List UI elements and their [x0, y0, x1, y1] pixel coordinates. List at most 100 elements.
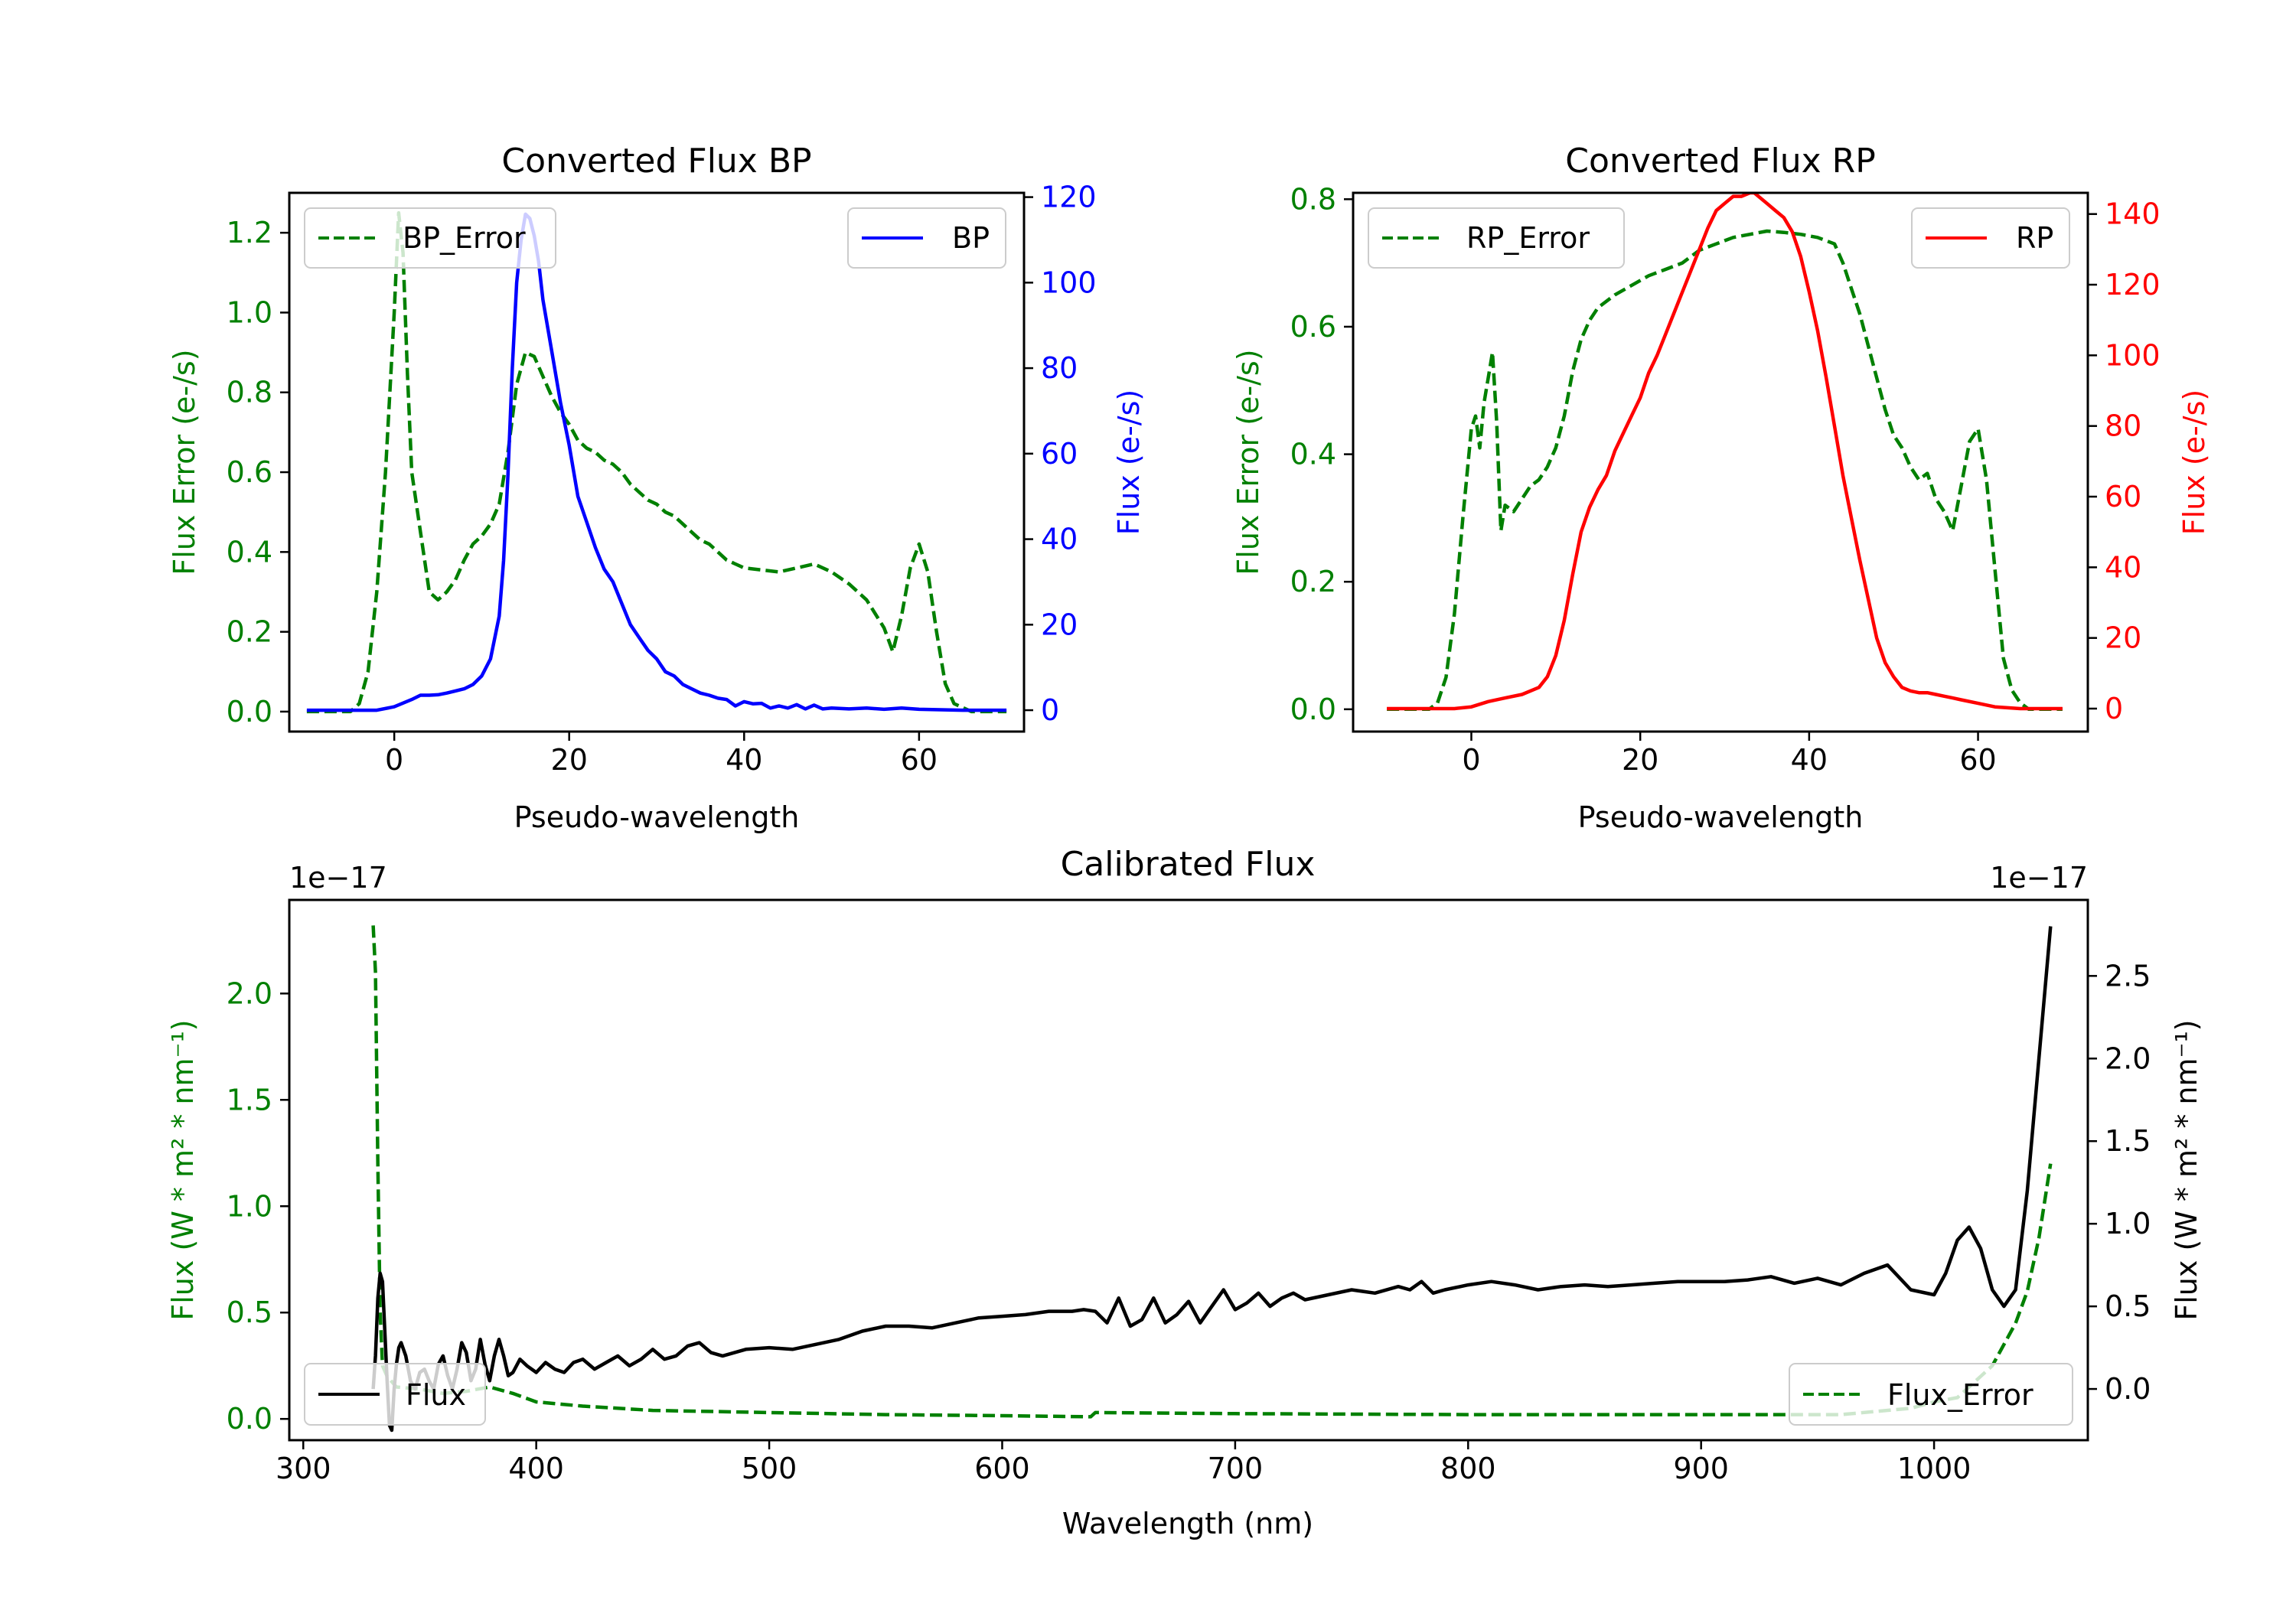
bp-y-right-tick-label: 60	[1041, 437, 1078, 471]
bp-legend-error-label: BP_Error	[403, 221, 526, 255]
cal-y-right-tick-label: 1.5	[2105, 1124, 2151, 1158]
bp-x-tick-label: 20	[551, 743, 588, 777]
bp-legend-left-box	[304, 207, 556, 269]
bp-legend-left: BP_Error	[304, 207, 556, 269]
cal-x-tick-label: 600	[974, 1452, 1030, 1485]
bp-y-left-tick-label: 0.6	[227, 455, 272, 489]
rp-y-right-tick-label: 80	[2105, 409, 2141, 443]
cal-title: Calibrated Flux	[1061, 845, 1316, 884]
bp-series-bp	[306, 212, 1007, 712]
rp-y-left-tick-label: 0.4	[1290, 438, 1336, 471]
rp-y-left-tick-label: 0.8	[1290, 182, 1336, 216]
cal-y-right-tick-label: 0.0	[2105, 1372, 2151, 1406]
cal-x-tick-label: 1000	[1897, 1452, 1971, 1485]
rp-y-right-tick-label: 0	[2105, 692, 2123, 725]
bp-y-right-label: Flux (e-/s)	[1112, 390, 1146, 535]
bp-x-tick-label: 0	[385, 743, 403, 777]
cal-legend-left: Flux	[304, 1363, 486, 1426]
rp-y-right-tick-label: 60	[2105, 480, 2141, 513]
rp-ticks: 0 20 40 60 0.0 0.2 0.4 0.6 0.8 0 20 40 60 80 100 120 140	[1290, 182, 2161, 777]
cal-y-right-tick-label: 2.0	[2105, 1041, 2151, 1075]
cal-ticks: 300 400 500 600 700 800 900 1000 0.0 0.5 1.0 1.5 2.0…	[227, 959, 2151, 1485]
rp-plot-area	[1387, 193, 2063, 712]
bp-y-left-tick-label: 0.0	[227, 695, 272, 729]
cal-y-left-tick-label: 0.5	[227, 1296, 272, 1329]
rp-axes-frame	[1352, 191, 2089, 733]
cal-y-left-tick-label: 1.5	[227, 1083, 272, 1116]
rp-x-tick-label: 60	[1959, 743, 1996, 777]
cal-y-left-tick-label: 0.0	[227, 1402, 272, 1436]
rp-y-right-tick-label: 120	[2105, 268, 2161, 302]
cal-offset-right: 1e−17	[1990, 861, 2088, 895]
rp-legend-flux-label: RP	[2016, 221, 2053, 255]
rp-series-rp-error	[1387, 229, 2063, 712]
rp-x-tick-label: 0	[1462, 743, 1480, 777]
bp-x-tick-label: 40	[726, 743, 762, 777]
rp-y-left-tick-label: 0.0	[1290, 693, 1336, 726]
bp-y-right-tick-label: 120	[1041, 181, 1097, 214]
cal-legend-error-label: Flux_Error	[1887, 1378, 2033, 1412]
bp-ticks: 0 20 40 60 0.0 0.2 0.4 0.6 0.8 1.0 1.2 0 20 40 60 80 100…	[227, 181, 1097, 777]
cal-legend-left-box	[304, 1363, 486, 1426]
bp-y-left-label: Flux Error (e-/s)	[168, 349, 201, 575]
bp-y-left-tick-label: 0.4	[227, 535, 272, 569]
rp-title: Converted Flux RP	[1565, 142, 1876, 181]
bp-y-right-tick-label: 0	[1041, 693, 1059, 727]
rp-x-tick-label: 20	[1622, 743, 1658, 777]
cal-y-right-tick-label: 1.0	[2105, 1207, 2151, 1240]
panel-bp: Converted Flux BP 0 20 40 60 0.0 0.2 0.4 0.6 0.8…	[168, 142, 1146, 834]
panel-calibrated: Calibrated Flux 1e−17 1e−17 300 400 500 600…	[166, 845, 2203, 1540]
cal-x-tick-label: 800	[1440, 1452, 1496, 1485]
cal-x-tick-label: 500	[742, 1452, 797, 1485]
bp-y-left-tick-label: 0.8	[227, 376, 272, 409]
cal-x-tick-label: 700	[1208, 1452, 1264, 1485]
cal-y-right-tick-label: 0.5	[2105, 1289, 2151, 1323]
rp-y-right-tick-label: 140	[2105, 197, 2161, 231]
rp-y-right-tick-label: 20	[2105, 621, 2141, 655]
bp-legend-right-box	[847, 207, 1006, 269]
bp-y-right-tick-label: 40	[1041, 523, 1078, 556]
cal-y-right-label: Flux (W * m² * nm⁻¹)	[2170, 1019, 2203, 1320]
rp-y-left-tick-label: 0.2	[1290, 565, 1336, 598]
rp-y-right-label: Flux (e-/s)	[2177, 390, 2211, 535]
rp-x-tick-label: 40	[1791, 743, 1828, 777]
bp-title: Converted Flux BP	[501, 142, 811, 181]
bp-legend-right: BP	[847, 207, 1006, 269]
rp-legend-left-box	[1368, 207, 1625, 269]
rp-x-label: Pseudo-wavelength	[1578, 800, 1864, 834]
cal-legend-flux-label: Flux	[406, 1378, 466, 1412]
bp-y-right-tick-label: 20	[1041, 608, 1078, 641]
rp-legend-left: RP_Error	[1368, 207, 1625, 269]
bp-y-right-tick-label: 80	[1041, 351, 1078, 385]
cal-legend-right: Flux_Error	[1789, 1363, 2073, 1426]
bp-axes-frame	[288, 191, 1026, 733]
bp-y-left-tick-label: 0.2	[227, 615, 272, 649]
cal-x-tick-label: 900	[1673, 1452, 1729, 1485]
cal-axes-frame	[288, 898, 2089, 1442]
cal-y-right-tick-label: 2.5	[2105, 959, 2151, 993]
rp-legend-error-label: RP_Error	[1466, 221, 1590, 255]
bp-y-left-tick-label: 1.2	[227, 216, 272, 249]
rp-y-right-tick-label: 100	[2105, 338, 2161, 372]
bp-y-right-tick-label: 100	[1041, 266, 1097, 299]
bp-x-tick-label: 60	[901, 743, 938, 777]
cal-legend-right-box	[1789, 1363, 2073, 1426]
cal-offset-left: 1e−17	[289, 861, 387, 895]
rp-y-left-label: Flux Error (e-/s)	[1231, 349, 1265, 575]
panel-rp: Converted Flux RP 0 20 40 60 0.0 0.2 0.4 0.6 0.8…	[1231, 142, 2211, 834]
rp-y-left-tick-label: 0.6	[1290, 310, 1336, 344]
rp-legend-right-box	[1911, 207, 2070, 269]
cal-y-left-tick-label: 2.0	[227, 976, 272, 1010]
bp-plot-area	[306, 210, 1007, 714]
bp-legend-flux-label: BP	[952, 221, 990, 255]
bp-series-bp-error	[306, 210, 1007, 714]
rp-y-right-tick-label: 40	[2105, 550, 2141, 584]
bp-y-left-tick-label: 1.0	[227, 295, 272, 329]
cal-y-left-label: Flux (W * m² * nm⁻¹)	[166, 1019, 200, 1320]
cal-x-tick-label: 400	[508, 1452, 564, 1485]
cal-x-label: Wavelength (nm)	[1062, 1507, 1313, 1540]
cal-x-tick-label: 300	[276, 1452, 331, 1485]
cal-y-left-tick-label: 1.0	[227, 1189, 272, 1223]
bp-x-label: Pseudo-wavelength	[514, 800, 800, 834]
